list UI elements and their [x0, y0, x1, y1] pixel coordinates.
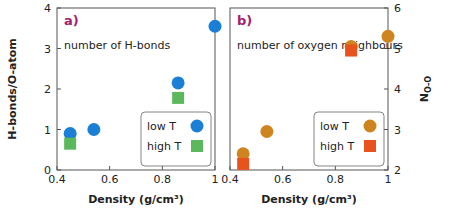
y-tick-label: 1: [44, 124, 51, 137]
x-tick: [335, 166, 336, 170]
y-axis-label: NO-O: [418, 76, 433, 102]
legend-marker: [364, 120, 377, 133]
x-tick-label: 0.4: [221, 173, 239, 186]
x-axis-label: Density (g/cm³): [88, 193, 184, 206]
legend-box: [141, 112, 211, 166]
point: [345, 45, 357, 57]
y-tick: [57, 89, 61, 90]
point: [382, 30, 395, 43]
legend: low T high T: [314, 112, 384, 166]
point: [87, 123, 100, 136]
point: [260, 125, 273, 138]
legend-marker: [364, 140, 376, 152]
x-tick: [215, 166, 216, 170]
x-tick-label: 1: [385, 173, 392, 186]
legend-label: high T: [147, 140, 181, 153]
panel: 0.40.60.8101234Density (g/cm³)H-bonds/O-…: [6, 2, 222, 206]
x-axis-label: Density (g/cm³): [261, 193, 357, 206]
legend-box: [314, 112, 384, 166]
y-tick: [384, 129, 388, 130]
y-tick-label: 2: [394, 164, 401, 177]
plot-frame: [230, 8, 388, 170]
y-tick: [57, 129, 61, 130]
x-tick: [57, 166, 58, 170]
x-tick-label: 0.6: [101, 173, 119, 186]
x-tick-label: 1: [212, 173, 219, 186]
annotation: number of H-bonds: [64, 39, 170, 52]
panel: 0.40.60.8123456Density (g/cm³)NO-Ob)numb…: [221, 2, 433, 206]
x-tick-label: 0.8: [327, 173, 345, 186]
point: [172, 92, 184, 104]
point: [209, 20, 222, 33]
panel-title: b): [237, 13, 252, 28]
y-tick: [57, 48, 61, 49]
y-tick-label: 4: [44, 2, 51, 15]
x-tick: [388, 166, 389, 170]
legend-marker: [191, 120, 204, 133]
x-tick: [109, 166, 110, 170]
legend: low T high T: [141, 112, 211, 166]
y-tick-label: 0: [44, 164, 51, 177]
x-tick: [282, 166, 283, 170]
y-tick: [384, 8, 388, 9]
annotation: number of oxygen neighbours: [237, 39, 403, 52]
y-tick: [57, 8, 61, 9]
x-tick-label: 0.6: [274, 173, 292, 186]
y-tick: [384, 89, 388, 90]
x-tick: [230, 166, 231, 170]
point: [172, 76, 185, 89]
y-tick-label: 3: [44, 43, 51, 56]
legend-label: high T: [320, 140, 354, 153]
legend-label: low T: [147, 120, 176, 133]
point: [237, 158, 249, 170]
y-tick: [384, 170, 388, 171]
y-axis-label: H-bonds/O-atom: [6, 38, 19, 139]
legend-label: low T: [320, 120, 349, 133]
x-tick: [162, 166, 163, 170]
marks: [237, 30, 395, 170]
point: [64, 138, 76, 150]
y-tick-label: 4: [394, 83, 401, 96]
y-tick-label: 2: [44, 83, 51, 96]
y-tick: [57, 170, 61, 171]
x-tick-label: 0.8: [154, 173, 172, 186]
y-tick-label: 3: [394, 124, 401, 137]
legend-marker: [191, 140, 203, 152]
y-tick-label: 6: [394, 2, 401, 15]
panel-title: a): [64, 13, 79, 28]
plot-frame: [57, 8, 215, 170]
